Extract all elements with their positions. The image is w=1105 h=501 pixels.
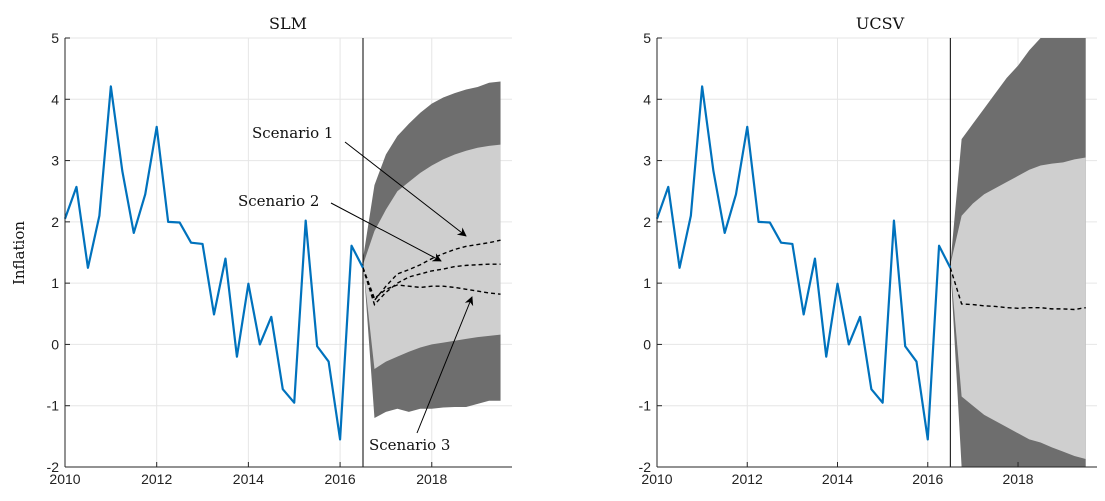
y-tick-label: 1: [643, 275, 651, 291]
y-tick-label: 4: [51, 91, 59, 107]
inflation-line: [63, 85, 364, 441]
x-tick-label: 2010: [49, 471, 80, 487]
scenario-2-annotation: Scenario 2: [238, 192, 319, 210]
y-tick-label: 2: [51, 214, 59, 230]
y-axis-label: Inflation: [10, 221, 28, 285]
y-tick-label: -1: [639, 398, 652, 414]
y-tick-label: -2: [47, 459, 60, 475]
y-tick-label: -1: [47, 398, 60, 414]
x-tick-label: 2012: [141, 471, 172, 487]
ucsv-fan-bands: [950, 38, 1086, 467]
x-tick-label: 2018: [416, 471, 447, 487]
y-tick-label: 1: [51, 275, 59, 291]
scenario-line-1: [949, 267, 1086, 311]
x-tick-label: 2016: [324, 471, 355, 487]
y-tick-label: 3: [51, 153, 59, 169]
y-tick-label: 4: [643, 91, 651, 107]
slm-fan-bands: [363, 81, 501, 418]
x-tick-label: 2014: [822, 471, 853, 487]
inflation-line: [655, 85, 952, 441]
scenario-1-annotation: Scenario 1: [252, 124, 333, 142]
x-tick-label: 2012: [732, 471, 763, 487]
ucsv-title: UCSV: [856, 14, 905, 33]
slm-panel: SLM Inflation -2 -1 0 1 2 3 4 5 2010 2012 2014 2016…: [10, 14, 512, 487]
ucsv-lines: [655, 38, 1086, 467]
slm-title: SLM: [269, 14, 307, 33]
scenario-2-arrow: [330, 202, 442, 262]
y-tick-label: 3: [643, 153, 651, 169]
slm-axes: -2 -1 0 1 2 3 4 5 2010 2012 2014 2016 2018: [47, 30, 512, 487]
y-tick-label: -2: [639, 459, 652, 475]
slm-annotations: Scenario 1 Scenario 2 Scenario 3: [238, 124, 474, 454]
scenario-1-arrow: [344, 141, 467, 237]
x-tick-label: 2014: [233, 471, 264, 487]
y-tick-label: 0: [51, 336, 59, 352]
ucsv-panel: UCSV -2 -1 0 1 2 3 4 5 2010 2012 2014 2016 2018: [639, 14, 1097, 487]
scenario-3-annotation: Scenario 3: [369, 436, 450, 454]
scenario-line-3: [362, 267, 501, 300]
x-tick-label: 2010: [641, 471, 672, 487]
scenario-3-arrow: [416, 296, 474, 434]
y-tick-label: 0: [643, 336, 651, 352]
y-tick-label: 5: [643, 30, 651, 46]
scenario-line-2: [362, 263, 501, 306]
x-tick-label: 2016: [912, 471, 943, 487]
y-tick-label: 2: [643, 214, 651, 230]
x-tick-label: 2018: [1002, 471, 1033, 487]
ucsv-axes: -2 -1 0 1 2 3 4 5 2010 2012 2014 2016 2018: [639, 30, 1097, 487]
y-tick-label: 5: [51, 30, 59, 46]
